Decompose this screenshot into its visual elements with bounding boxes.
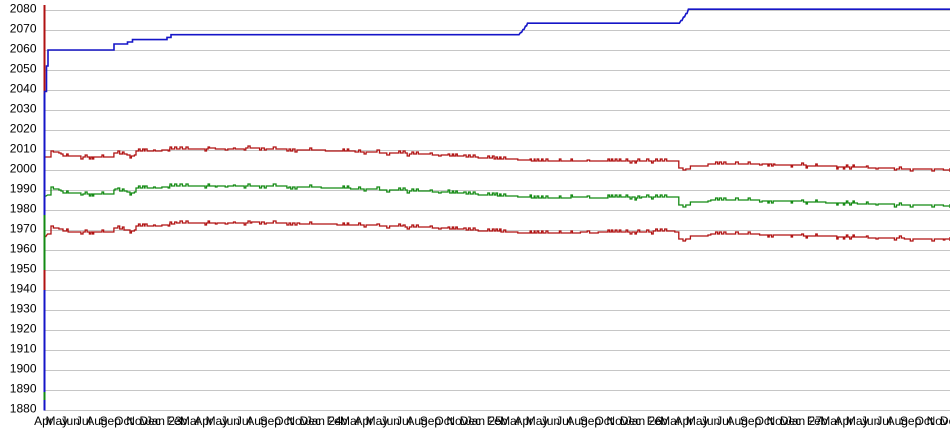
svg-text:May: May xyxy=(526,414,549,428)
svg-text:Jun: Jun xyxy=(541,414,560,428)
svg-text:Apr: Apr xyxy=(835,414,854,428)
svg-text:Oct: Oct xyxy=(274,414,293,428)
svg-text:Apr: Apr xyxy=(674,414,693,428)
svg-text:2040: 2040 xyxy=(10,82,37,96)
svg-text:Sep: Sep xyxy=(900,414,922,428)
svg-text:Feb: Feb xyxy=(487,414,508,428)
svg-text:Aug: Aug xyxy=(86,414,107,428)
svg-text:May: May xyxy=(846,414,869,428)
svg-text:Sep: Sep xyxy=(100,414,122,428)
svg-text:Sep: Sep xyxy=(580,414,602,428)
svg-text:Nov: Nov xyxy=(927,414,948,428)
svg-text:Jul: Jul xyxy=(716,414,731,428)
svg-text:Aug: Aug xyxy=(566,414,587,428)
svg-text:1880: 1880 xyxy=(10,402,37,416)
svg-text:1950: 1950 xyxy=(10,262,37,276)
svg-text:Aug: Aug xyxy=(246,414,267,428)
svg-text:1960: 1960 xyxy=(10,242,37,256)
svg-text:Jan 27: Jan 27 xyxy=(786,414,822,428)
svg-text:Jan 24: Jan 24 xyxy=(306,414,342,428)
svg-text:Nov: Nov xyxy=(126,414,147,428)
svg-text:Oct: Oct xyxy=(434,414,453,428)
svg-text:2050: 2050 xyxy=(10,62,37,76)
svg-text:Sep: Sep xyxy=(420,414,442,428)
svg-text:Aug: Aug xyxy=(727,414,748,428)
svg-text:Dec: Dec xyxy=(780,414,801,428)
svg-text:May: May xyxy=(45,414,68,428)
svg-text:Dec: Dec xyxy=(940,414,950,428)
svg-text:Apr: Apr xyxy=(514,414,533,428)
svg-text:Dec: Dec xyxy=(620,414,641,428)
svg-text:Oct: Oct xyxy=(114,414,133,428)
svg-text:1900: 1900 xyxy=(10,362,37,376)
svg-text:Jun: Jun xyxy=(861,414,880,428)
svg-text:Jun: Jun xyxy=(701,414,720,428)
svg-text:Mar: Mar xyxy=(820,414,841,428)
svg-text:Feb: Feb xyxy=(327,414,348,428)
svg-text:1930: 1930 xyxy=(10,302,37,316)
svg-text:Nov: Nov xyxy=(286,414,307,428)
svg-text:Apr: Apr xyxy=(354,414,373,428)
svg-text:2030: 2030 xyxy=(10,102,37,116)
svg-text:2020: 2020 xyxy=(10,122,37,136)
svg-text:Jun: Jun xyxy=(381,414,400,428)
svg-text:Mar: Mar xyxy=(500,414,521,428)
svg-text:Feb: Feb xyxy=(167,414,188,428)
svg-text:Sep: Sep xyxy=(260,414,282,428)
svg-text:Mar: Mar xyxy=(660,414,681,428)
svg-text:Jan 25: Jan 25 xyxy=(466,414,502,428)
svg-text:2060: 2060 xyxy=(10,42,37,56)
svg-text:Jun: Jun xyxy=(61,414,80,428)
svg-text:Jul: Jul xyxy=(236,414,251,428)
svg-text:Apr: Apr xyxy=(34,414,53,428)
svg-text:2010: 2010 xyxy=(10,142,37,156)
svg-text:Oct: Oct xyxy=(915,414,934,428)
svg-text:Nov: Nov xyxy=(767,414,788,428)
svg-text:Dec: Dec xyxy=(460,414,481,428)
svg-text:Nov: Nov xyxy=(446,414,467,428)
svg-text:Jul: Jul xyxy=(76,414,91,428)
svg-text:Dec: Dec xyxy=(300,414,321,428)
svg-text:Feb: Feb xyxy=(647,414,668,428)
svg-text:Jul: Jul xyxy=(876,414,891,428)
svg-text:2000: 2000 xyxy=(10,162,37,176)
svg-text:May: May xyxy=(366,414,389,428)
svg-text:Jan 26: Jan 26 xyxy=(626,414,662,428)
svg-text:Oct: Oct xyxy=(594,414,613,428)
svg-text:Apr: Apr xyxy=(194,414,213,428)
svg-text:Mar: Mar xyxy=(340,414,361,428)
svg-text:Nov: Nov xyxy=(606,414,627,428)
svg-text:Jan 23: Jan 23 xyxy=(146,414,182,428)
svg-text:1910: 1910 xyxy=(10,342,37,356)
svg-text:Dec: Dec xyxy=(140,414,161,428)
svg-text:May: May xyxy=(206,414,229,428)
svg-text:1970: 1970 xyxy=(10,222,37,236)
svg-text:Feb: Feb xyxy=(807,414,828,428)
svg-text:Oct: Oct xyxy=(755,414,774,428)
svg-text:Jul: Jul xyxy=(556,414,571,428)
svg-text:Mar: Mar xyxy=(180,414,201,428)
svg-text:1980: 1980 xyxy=(10,202,37,216)
svg-text:May: May xyxy=(686,414,709,428)
svg-text:1940: 1940 xyxy=(10,282,37,296)
svg-text:Aug: Aug xyxy=(406,414,427,428)
svg-text:Jun: Jun xyxy=(221,414,240,428)
svg-text:Aug: Aug xyxy=(887,414,908,428)
svg-text:2080: 2080 xyxy=(10,2,37,16)
svg-text:1890: 1890 xyxy=(10,382,37,396)
svg-text:1920: 1920 xyxy=(10,322,37,336)
svg-text:Sep: Sep xyxy=(740,414,762,428)
svg-text:2070: 2070 xyxy=(10,22,37,36)
svg-text:1990: 1990 xyxy=(10,182,37,196)
svg-text:Jul: Jul xyxy=(396,414,411,428)
